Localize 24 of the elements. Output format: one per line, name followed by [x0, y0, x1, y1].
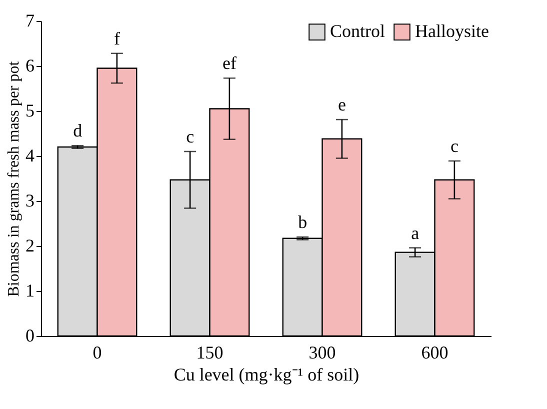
y-tick-label: 1 [26, 280, 34, 300]
y-tick-label: 3 [26, 190, 34, 210]
y-tick-label: 5 [26, 100, 34, 120]
legend-label: Halloysite [415, 21, 489, 42]
annotation: b [298, 212, 308, 232]
y-tick-label: 6 [26, 56, 34, 76]
x-tick-label: 0 [92, 342, 102, 362]
x-tick-label: 150 [196, 342, 224, 362]
annotation: a [411, 222, 420, 243]
y-axis-title: Biomass in grams fresh mass per pot [6, 60, 22, 297]
annotation: d [73, 120, 82, 141]
annotation: c [186, 126, 194, 146]
y-tick-label: 2 [26, 236, 34, 256]
y-tick-label: 4 [26, 146, 34, 166]
annotation: f [114, 28, 120, 48]
legend-label: Control [330, 21, 386, 42]
x-axis-title: Cu level (mg·kg⁻¹ of soil) [174, 364, 360, 384]
y-tick-label: 0 [26, 326, 34, 346]
x-tick-label: 300 [308, 342, 336, 362]
annotation: c [450, 136, 458, 156]
x-tick-label: 600 [421, 342, 448, 362]
annotation: e [338, 94, 346, 115]
y-tick-label: 7 [26, 10, 34, 30]
annotation: ef [222, 53, 236, 74]
